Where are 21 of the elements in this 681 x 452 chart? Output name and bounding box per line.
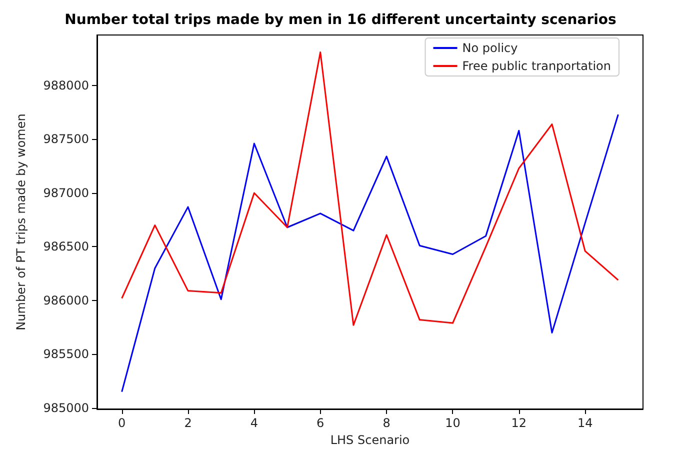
legend-label: Free public tranportation	[462, 59, 611, 73]
legend-label: No policy	[462, 41, 518, 55]
y-tick-label: 987500	[43, 132, 89, 146]
y-tick-label: 987000	[43, 186, 89, 200]
x-tick-label: 10	[445, 416, 460, 430]
line-series	[121, 114, 619, 393]
y-tick-label: 986000	[43, 293, 89, 308]
x-tick-label: 14	[577, 416, 593, 430]
x-tick-label: 2	[184, 416, 192, 430]
x-tick-label: 4	[250, 416, 258, 430]
y-tick-label: 986500	[43, 240, 89, 254]
x-tick-label: 8	[382, 416, 390, 430]
y-tick-label: 988000	[43, 78, 89, 93]
chart-title: Number total trips made by men in 16 different uncertainty scenarios	[64, 12, 616, 28]
y-tick-label: 985500	[43, 347, 89, 362]
x-axis-title: LHS Scenario	[330, 432, 410, 447]
y-tick-label: 985000	[43, 400, 89, 415]
x-tick-label: 12	[511, 416, 527, 430]
x-tick-label: 0	[118, 416, 126, 430]
y-axis-title: Number of PT trips made by women	[14, 114, 28, 330]
x-tick-label: 6	[316, 416, 324, 430]
